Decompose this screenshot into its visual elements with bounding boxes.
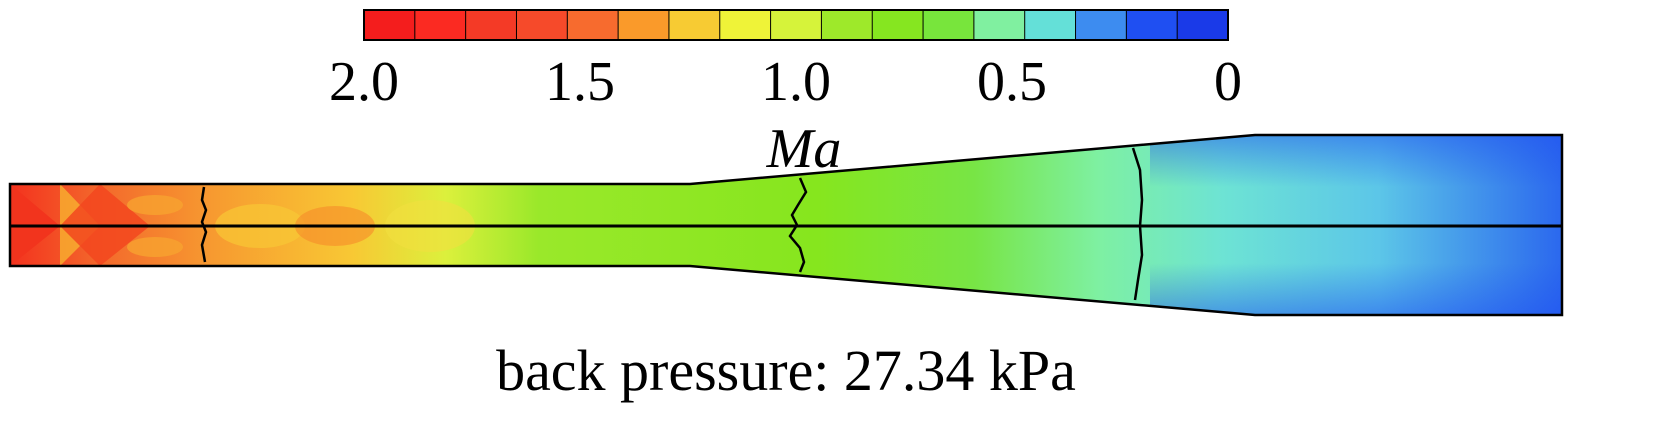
colorbar-border <box>363 9 1229 41</box>
colorbar-swatch <box>363 9 416 41</box>
colorbar-swatch <box>515 9 569 41</box>
colorbar-swatch <box>617 9 670 41</box>
colorbar-swatch <box>668 9 721 41</box>
colorbar-swatch <box>719 9 772 41</box>
colorbar-swatch <box>922 9 975 41</box>
colorbar-swatch <box>566 9 620 41</box>
colorbar <box>363 9 1230 41</box>
shock-front <box>200 186 208 263</box>
shock-front <box>1131 147 1144 301</box>
colorbar-swatch <box>1176 9 1230 41</box>
shock-cell <box>127 195 183 215</box>
colorbar-swatch <box>871 9 925 41</box>
shock-cell <box>127 237 183 257</box>
colorbar-tick-label: 1.0 <box>761 51 831 113</box>
colorbar-tick-label: 1.5 <box>545 51 615 113</box>
colorbar-swatch <box>973 9 1026 41</box>
colorbar-swatch <box>1125 9 1179 41</box>
colorbar-title: Ma <box>766 118 842 180</box>
nozzle-wall <box>8 133 1564 317</box>
shock-front <box>788 177 808 273</box>
colorbar-tick-label: 0.5 <box>977 51 1047 113</box>
colorbar-tick-label: 2.0 <box>329 51 399 113</box>
colorbar-tick-label: 0 <box>1214 51 1242 113</box>
colorbar-swatch <box>414 9 467 41</box>
colorbar-ticks: 2.0 1.5 1.0 0.5 0 <box>329 51 1242 113</box>
colorbar-swatch <box>1024 9 1077 41</box>
colorbar-swatch <box>820 9 874 41</box>
colorbar-swatch <box>770 9 823 41</box>
back-pressure-caption: back pressure: 27.34 kPa <box>496 338 1076 403</box>
colorbar-swatch <box>1075 9 1128 41</box>
colorbar-swatch <box>465 9 518 41</box>
